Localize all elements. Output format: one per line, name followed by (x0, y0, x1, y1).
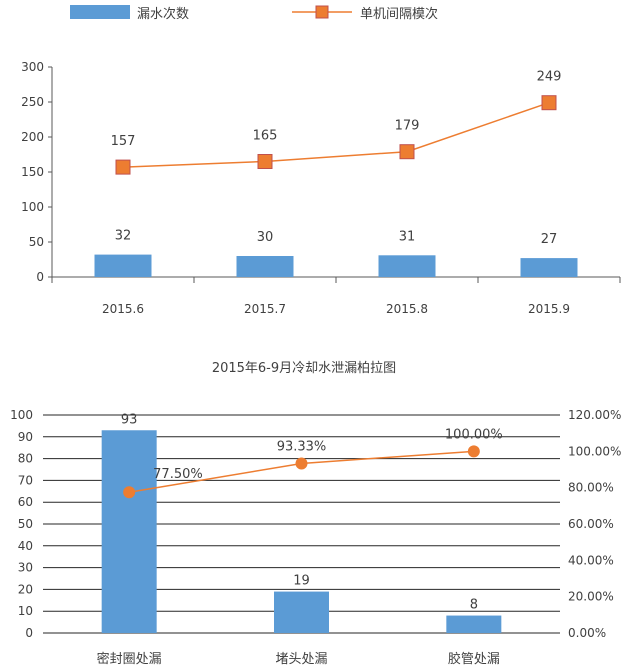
y2-tick-label: 120.00% (568, 408, 621, 422)
y-tick-label: 10 (18, 604, 33, 618)
y-tick-label: 20 (18, 582, 33, 596)
y-tick-label: 100 (10, 408, 33, 422)
x-tick-label: 2015.7 (244, 302, 286, 316)
y-tick-label: 200 (21, 130, 44, 144)
bar (378, 255, 436, 277)
y-tick-label: 50 (18, 517, 33, 531)
chart-2: 2015年6-9月冷却水泄漏柏拉图 0 10 20 30 40 50 60 70 80 90 100 0… (10, 360, 621, 667)
x-tick-label: 胶管处漏 (448, 651, 500, 667)
bar (236, 256, 294, 277)
x-tick-label: 2015.9 (528, 302, 570, 316)
bar-data-label: 27 (541, 232, 558, 247)
line-marker (295, 457, 308, 470)
y-tick-label: 30 (18, 561, 33, 575)
y-tick-label: 300 (21, 60, 44, 74)
bar (520, 258, 578, 277)
chart-title: 2015年6-9月冷却水泄漏柏拉图 (212, 360, 396, 376)
bar-data-label: 8 (470, 598, 478, 613)
line-data-label: 249 (537, 70, 562, 85)
y-tick-label: 50 (29, 235, 44, 249)
bar (274, 591, 329, 633)
line-data-label: 157 (111, 134, 136, 149)
bar-data-label: 93 (121, 412, 138, 427)
line-data-label: 93.33% (277, 439, 327, 454)
bar (446, 615, 502, 633)
y-tick-label: 0 (36, 270, 44, 284)
legend-swatch-marker (315, 5, 329, 19)
y2-tick-label: 20.00% (568, 590, 614, 604)
legend-label-bar: 漏水次数 (137, 6, 189, 22)
line-marker (115, 159, 131, 175)
y-tick-label: 100 (21, 200, 44, 214)
series-line (122, 101, 550, 168)
y2-tick-label: 80.00% (568, 481, 614, 495)
line-marker (467, 445, 480, 458)
line-marker (257, 154, 273, 169)
bar (101, 430, 157, 633)
bar-data-label: 32 (115, 229, 132, 244)
y2-tick-label: 40.00% (568, 553, 614, 567)
line-data-label: 100.00% (445, 427, 503, 442)
bar-data-label: 31 (399, 229, 416, 244)
bar-data-label: 19 (293, 574, 310, 589)
y-tick-label: 0 (25, 626, 33, 640)
line-marker (541, 95, 557, 111)
y-tick-label: 250 (21, 95, 44, 109)
line-data-label: 179 (395, 119, 420, 134)
line-marker (123, 486, 136, 499)
y-tick-label: 70 (18, 473, 33, 487)
x-tick-label: 堵头处漏 (275, 651, 327, 667)
legend-label-line: 单机间隔模次 (360, 6, 438, 22)
legend-swatch-bar (70, 5, 130, 19)
x-tick-label: 密封圈处漏 (97, 651, 162, 667)
x-tick-label: 2015.8 (386, 302, 428, 316)
chart-1: 漏水次数 单机间隔模次 0 50 100 150 200 250 300 2015.6 2015.7… (21, 5, 621, 316)
line-marker (399, 144, 415, 160)
bar (94, 254, 152, 277)
line-data-label: 77.50% (153, 467, 203, 482)
y-tick-label: 40 (18, 539, 33, 553)
y2-tick-label: 60.00% (568, 517, 614, 531)
x-tick-label: 2015.6 (102, 302, 144, 316)
y2-tick-label: 100.00% (568, 444, 621, 458)
bar-data-label: 30 (257, 230, 274, 245)
line-data-label: 165 (253, 129, 278, 144)
y2-tick-label: 0.00% (568, 626, 606, 640)
y-tick-label: 90 (18, 430, 33, 444)
y-tick-label: 150 (21, 165, 44, 179)
y-tick-label: 60 (18, 495, 33, 509)
y-tick-label: 80 (18, 452, 33, 466)
